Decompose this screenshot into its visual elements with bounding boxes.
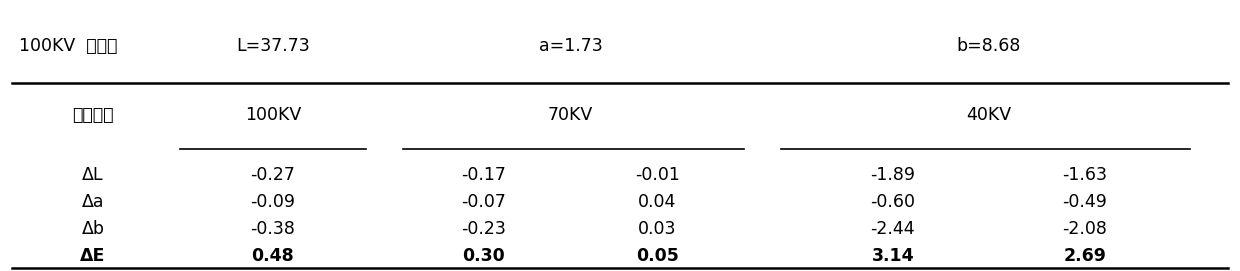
Text: -0.49: -0.49 [1063,193,1107,211]
Text: -0.60: -0.60 [870,193,915,211]
Text: -2.08: -2.08 [1063,220,1107,238]
Text: 100KV: 100KV [244,106,301,124]
Text: b=8.68: b=8.68 [956,37,1021,55]
Text: -0.17: -0.17 [461,166,506,184]
Text: 40KV: 40KV [966,106,1011,124]
Text: -0.07: -0.07 [461,193,506,211]
Text: -0.09: -0.09 [250,193,295,211]
Text: -0.23: -0.23 [461,220,506,238]
Text: ΔL: ΔL [82,166,104,184]
Text: 2.69: 2.69 [1064,247,1106,265]
Text: 0.04: 0.04 [639,193,676,211]
Text: 0.05: 0.05 [636,247,678,265]
Text: 喷涂电压: 喷涂电压 [72,106,114,124]
Text: -2.44: -2.44 [870,220,915,238]
Text: -0.38: -0.38 [250,220,295,238]
Text: 100KV  为标准: 100KV 为标准 [19,37,117,55]
Text: L=37.73: L=37.73 [236,37,310,55]
Text: a=1.73: a=1.73 [538,37,603,55]
Text: Δb: Δb [82,220,104,238]
Text: Δa: Δa [82,193,104,211]
Text: -1.63: -1.63 [1063,166,1107,184]
Text: 3.14: 3.14 [872,247,914,265]
Text: -1.89: -1.89 [870,166,915,184]
Text: ΔE: ΔE [81,247,105,265]
Text: 0.30: 0.30 [463,247,505,265]
Text: -0.01: -0.01 [635,166,680,184]
Text: 70KV: 70KV [548,106,593,124]
Text: 0.48: 0.48 [252,247,294,265]
Text: 0.03: 0.03 [637,220,677,238]
Text: -0.27: -0.27 [250,166,295,184]
